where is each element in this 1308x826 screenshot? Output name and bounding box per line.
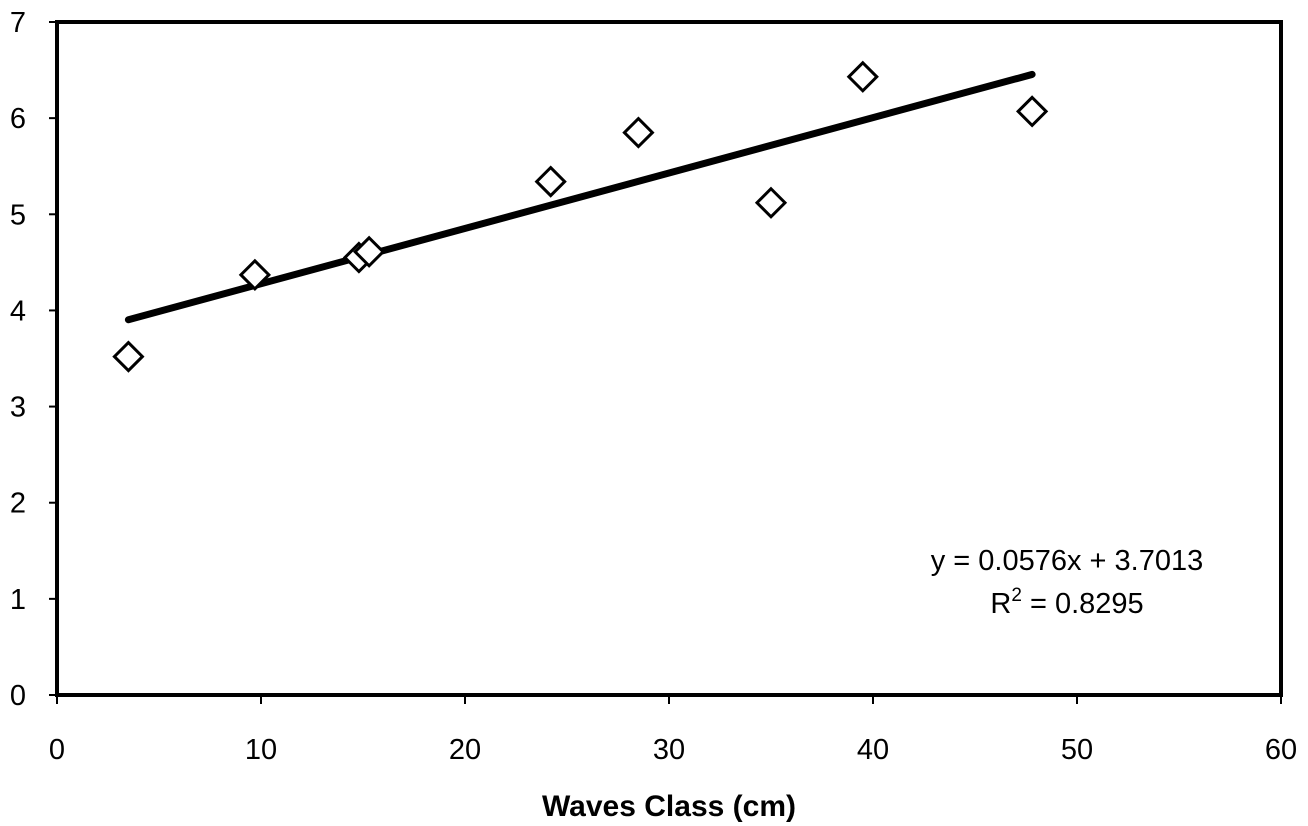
y-tick-label: 5 xyxy=(10,199,26,231)
y-tick-label: 2 xyxy=(10,488,26,520)
x-tick-label: 0 xyxy=(49,734,65,766)
x-tick-label: 60 xyxy=(1265,734,1297,766)
data-point xyxy=(112,340,145,373)
y-tick-label: 4 xyxy=(10,295,26,327)
data-point xyxy=(754,186,788,219)
data-point xyxy=(238,258,272,291)
y-tick-label: 7 xyxy=(10,7,26,39)
x-tick-label: 30 xyxy=(653,734,685,766)
x-tick-label: 10 xyxy=(245,734,277,766)
r-squared-prefix: R xyxy=(990,588,1011,620)
x-axis: 0 10 20 30 40 50 60 xyxy=(49,695,1297,766)
data-point xyxy=(622,116,655,149)
y-axis: 0 1 2 3 4 5 6 7 xyxy=(10,7,57,712)
trend-equation: y = 0.0576x + 3.7013 xyxy=(931,545,1204,577)
x-tick-label: 40 xyxy=(857,734,889,766)
x-tick-label: 20 xyxy=(449,734,481,766)
x-axis-title: Waves Class (cm) xyxy=(542,790,796,823)
data-point xyxy=(352,235,386,268)
r-squared-label: R2 = 0.8295 xyxy=(990,585,1143,620)
data-point xyxy=(846,60,879,93)
data-point xyxy=(534,165,567,198)
y-tick-label: 6 xyxy=(10,103,26,135)
data-points xyxy=(112,60,1049,373)
x-tick-label: 50 xyxy=(1061,734,1093,766)
r-squared-exponent: 2 xyxy=(1011,585,1022,606)
r-squared-value: = 0.8295 xyxy=(1022,588,1144,620)
plot-area xyxy=(55,20,1283,697)
trend-line xyxy=(124,70,1036,324)
y-tick-label: 3 xyxy=(10,392,26,424)
data-point xyxy=(1015,95,1049,128)
y-tick-label: 0 xyxy=(10,680,26,712)
y-tick-label: 1 xyxy=(10,584,26,616)
